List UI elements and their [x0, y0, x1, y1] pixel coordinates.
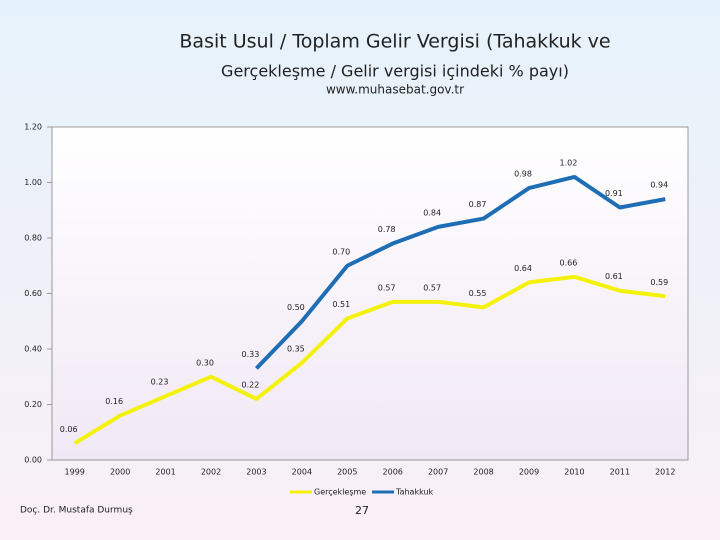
data-label: 0.57 — [423, 283, 441, 292]
data-label: 0.35 — [287, 344, 305, 353]
data-label: 0.50 — [287, 303, 305, 312]
data-label: 0.64 — [514, 264, 532, 273]
data-label: 0.16 — [105, 397, 123, 406]
data-label: 0.98 — [514, 170, 532, 179]
x-tick-label: 1999 — [65, 468, 85, 477]
y-tick-label: 0.00 — [24, 456, 42, 465]
x-tick-label: 2002 — [201, 468, 221, 477]
series-line — [254, 174, 666, 370]
data-label: 0.51 — [332, 300, 350, 309]
legend-label: Tahakkuk — [395, 488, 434, 497]
chart-subtitle: www.muhasebat.gov.tr — [326, 83, 464, 97]
data-label: 0.87 — [469, 200, 487, 209]
x-tick-label: 2009 — [519, 468, 539, 477]
data-label: 0.70 — [332, 247, 350, 256]
y-tick-label: 0.40 — [24, 345, 42, 354]
data-label: 0.61 — [605, 272, 623, 281]
legend-label: Gerçekleşme — [314, 488, 366, 497]
x-tick-label: 2010 — [564, 468, 584, 477]
footer: Doç. Dr. Mustafa Durmuş — [20, 506, 133, 516]
y-tick-label: 0.60 — [24, 289, 42, 298]
data-label: 1.02 — [560, 158, 578, 167]
y-tick-label: 0.80 — [24, 234, 42, 243]
y-tick-label: 1.00 — [24, 178, 42, 187]
x-tick-label: 2003 — [246, 468, 266, 477]
data-label: 0.06 — [60, 425, 78, 434]
data-label: 0.33 — [242, 350, 260, 359]
y-tick-label: 0.20 — [24, 400, 42, 409]
x-tick-label: 2012 — [655, 468, 675, 477]
data-label: 0.84 — [423, 208, 441, 217]
data-label: 0.59 — [650, 278, 668, 287]
plot-area — [51, 126, 689, 461]
x-tick-label: 2004 — [292, 468, 312, 477]
data-label: 0.66 — [560, 258, 578, 267]
data-label: 0.94 — [650, 181, 668, 190]
chart-title: Basit Usul / Toplam Gelir Vergisi (Tahak… — [179, 31, 610, 53]
x-tick-label: 2005 — [337, 468, 357, 477]
data-label: 0.57 — [378, 283, 396, 292]
y-tick-label: 1.20 — [24, 123, 42, 132]
x-tick-label: 2001 — [155, 468, 175, 477]
data-label: 0.78 — [378, 225, 396, 234]
page-number: 27 — [355, 504, 369, 517]
data-label: 0.91 — [605, 189, 623, 198]
chart-title: Gerçekleşme / Gelir vergisi içindeki % p… — [221, 62, 569, 81]
x-tick-label: 2000 — [110, 468, 130, 477]
x-tick-label: 2011 — [610, 468, 630, 477]
data-label: 0.55 — [469, 289, 487, 298]
x-tick-label: 2008 — [473, 468, 493, 477]
data-label: 0.22 — [242, 380, 260, 389]
data-label: 0.30 — [196, 358, 214, 367]
x-tick-label: 2006 — [383, 468, 403, 477]
series-line — [73, 274, 666, 446]
x-tick-label: 2007 — [428, 468, 448, 477]
data-label: 0.23 — [151, 378, 169, 387]
